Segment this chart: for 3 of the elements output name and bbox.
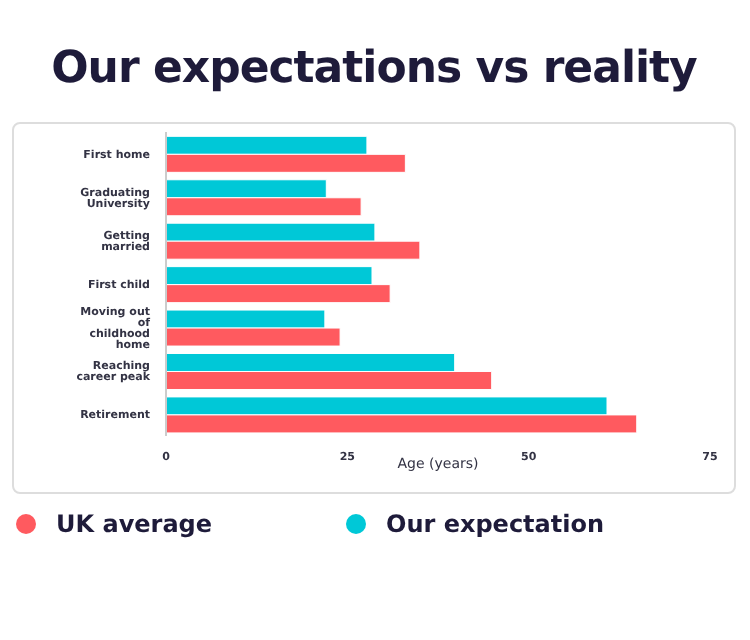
legend-label: UK average xyxy=(56,510,213,538)
chart-title: Our expectations vs reality xyxy=(49,44,699,94)
legend-label: Our expectation xyxy=(386,510,605,538)
